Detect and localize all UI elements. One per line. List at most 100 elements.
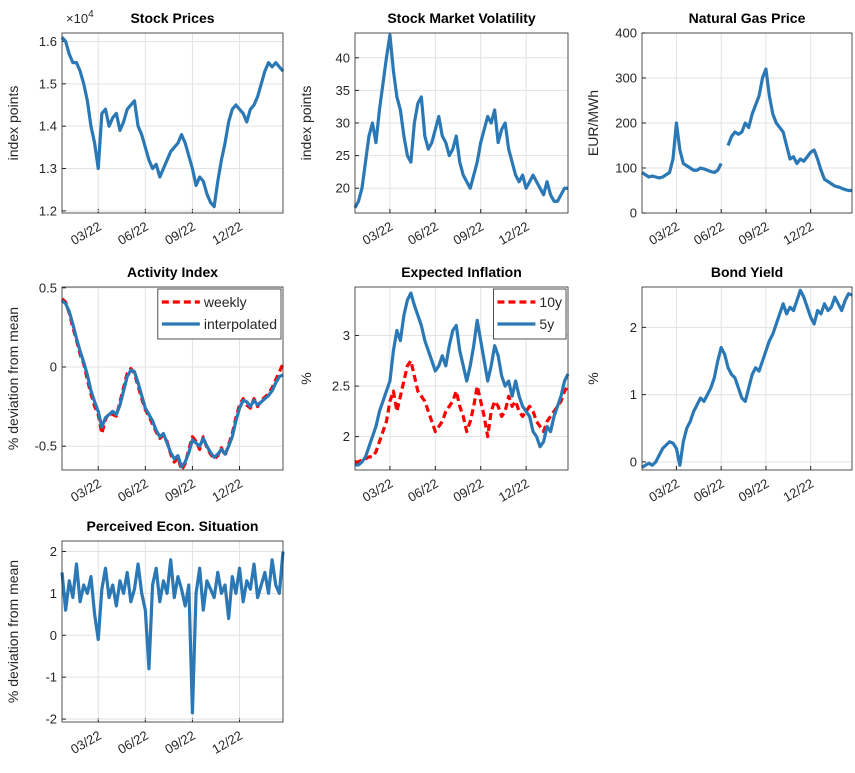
multiplier-exponent: 4 (88, 9, 94, 20)
x-tick-label: 12/22 (781, 219, 817, 248)
y-tick-label: 0 (630, 206, 637, 221)
x-tick-label: 06/22 (405, 219, 441, 248)
y-tick-label: 1 (630, 387, 637, 402)
subplot: 03/22 06/22 09/22 12/22 0 1 2 Bond Yield% (585, 264, 853, 505)
axes-box (61, 32, 284, 214)
axes-box (641, 32, 853, 214)
x-tick-label: 03/22 (68, 476, 104, 505)
data-line (60, 551, 285, 715)
legend-box (157, 288, 282, 340)
x-tick-label: 09/22 (162, 219, 198, 248)
chart-title: Perceived Econ. Situation (87, 518, 259, 534)
legend-label: 10y (539, 294, 562, 310)
x-tick-label: 03/22 (646, 219, 682, 248)
y-tick-label: 2 (50, 544, 57, 559)
data-line (60, 36, 285, 209)
subplot: 03/22 06/22 09/22 12/22 -2 -1 0 1 2 Perceived Eco… (5, 518, 285, 757)
y-axis-label: EUR/MWh (585, 90, 601, 156)
x-tick-label: 06/22 (115, 219, 151, 248)
y-tick-label: 1.6 (39, 34, 57, 49)
subplot: 03/22 06/22 09/22 12/22 0 100 200 300 400 Natural… (585, 10, 853, 248)
x-tick-label: 03/22 (646, 476, 682, 505)
chart-title: Bond Yield (711, 264, 783, 280)
y-multiplier: ×104 (66, 9, 94, 26)
y-tick-label: 0 (50, 628, 57, 643)
data-line (355, 359, 570, 464)
axes-box (354, 286, 569, 471)
legend: weekly interpolated (157, 288, 282, 340)
y-tick-label: 2 (343, 429, 350, 444)
x-tick-label: 12/22 (496, 476, 532, 505)
x-tick-label: 06/22 (115, 476, 151, 505)
x-tick-label: 09/22 (736, 219, 772, 248)
x-tick-label: 09/22 (451, 219, 487, 248)
axes-box (641, 286, 853, 471)
x-tick-label: 03/22 (360, 476, 396, 505)
y-tick-label: 35 (336, 83, 350, 98)
x-tick-label: 12/22 (496, 219, 532, 248)
chart-title: Stock Prices (130, 10, 214, 26)
y-tick-label: 0 (630, 454, 637, 469)
subplot: 03/22 06/22 09/22 12/22 1.2 1.3 1.4 1.5 1.6 Stock… (5, 9, 285, 248)
y-tick-label: 100 (615, 161, 637, 176)
x-tick-label: 09/22 (451, 476, 487, 505)
legend-label: weekly (203, 294, 247, 310)
y-tick-label: 0.5 (39, 280, 57, 295)
y-tick-label: 1.3 (39, 161, 57, 176)
y-tick-label: -2 (45, 712, 57, 727)
y-axis-label: % (298, 372, 314, 384)
x-tick-label: 03/22 (68, 728, 104, 757)
y-tick-label: 1 (50, 586, 57, 601)
y-tick-label: 0 (50, 360, 57, 375)
x-tick-label: 12/22 (209, 728, 245, 757)
y-tick-label: 2 (630, 320, 637, 335)
subplot: 03/22 06/22 09/22 12/22 2 2.5 3 Expected Inflat… (298, 264, 570, 505)
x-tick-label: 12/22 (209, 476, 245, 505)
chart-title: Stock Market Volatility (387, 10, 536, 26)
data-line (641, 288, 853, 469)
axes-box (61, 286, 284, 471)
y-tick-label: 1.5 (39, 76, 57, 91)
y-tick-label: 300 (615, 71, 637, 86)
x-tick-label: 06/22 (691, 219, 727, 248)
legend-label: interpolated (204, 316, 277, 332)
chart-title: Natural Gas Price (689, 10, 806, 26)
data-line (355, 291, 570, 467)
x-tick-label: 03/22 (360, 219, 396, 248)
y-tick-label: 40 (336, 50, 350, 65)
x-tick-label: 06/22 (691, 476, 727, 505)
multiplier-base: ×10 (66, 11, 88, 26)
y-tick-label: 1.4 (39, 119, 57, 134)
y-tick-label: 200 (615, 116, 637, 131)
y-axis-label: % deviation from mean (5, 560, 21, 703)
y-axis-label: index points (5, 86, 21, 161)
legend-box (493, 288, 567, 340)
y-tick-label: 400 (615, 26, 637, 41)
y-tick-label: 25 (336, 148, 350, 163)
legend-label: 5y (539, 316, 554, 332)
chart-title: Activity Index (127, 264, 218, 280)
y-tick-label: 2.5 (332, 379, 350, 394)
x-tick-label: 09/22 (736, 476, 772, 505)
data-line (60, 299, 284, 469)
x-tick-label: 06/22 (405, 476, 441, 505)
y-axis-label: index points (298, 86, 314, 161)
x-tick-label: 09/22 (162, 728, 198, 757)
y-axis-label: % deviation from mean (5, 307, 21, 450)
data-line (641, 67, 852, 193)
y-tick-label: 3 (343, 328, 350, 343)
plot-area (62, 33, 283, 213)
y-tick-label: 30 (336, 116, 350, 131)
y-tick-label: 1.2 (39, 203, 57, 218)
data-line (353, 33, 568, 209)
x-tick-label: 12/22 (209, 219, 245, 248)
subplot: 03/22 06/22 09/22 12/22 20 25 30 35 40 Stock Mark… (298, 10, 569, 248)
y-tick-label: 20 (336, 181, 350, 196)
x-tick-label: 12/22 (781, 476, 817, 505)
chart-title: Expected Inflation (401, 264, 522, 280)
subplot: 03/22 06/22 09/22 12/22 -0.5 0 0.5 Activity Ind… (5, 264, 285, 505)
x-tick-label: 09/22 (162, 476, 198, 505)
x-tick-label: 03/22 (68, 219, 104, 248)
